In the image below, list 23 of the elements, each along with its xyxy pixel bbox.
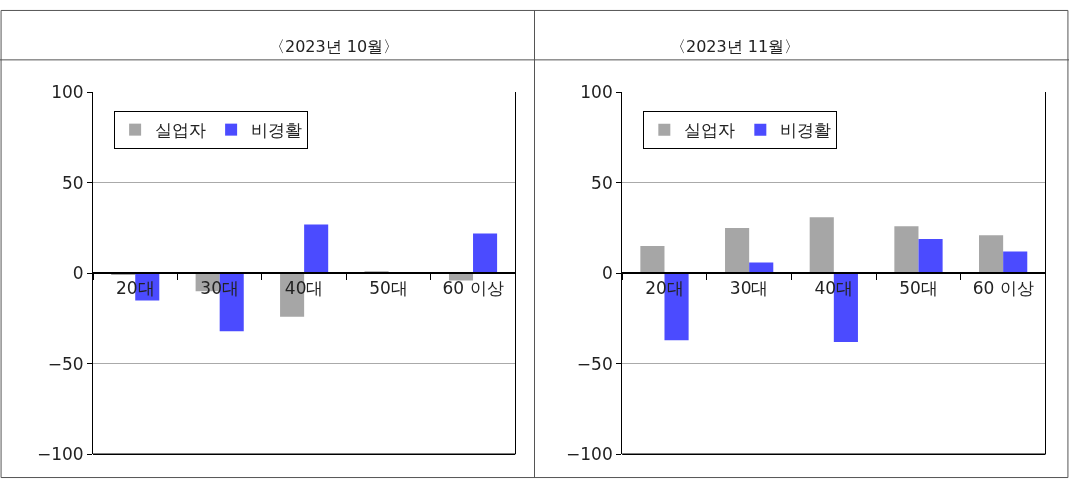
chart-title: 〈2023년 10월〉	[269, 37, 400, 56]
x-tick-label: 50대	[899, 278, 938, 299]
x-tick-label: 50대	[369, 278, 408, 299]
legend-label: 실업자	[155, 120, 207, 141]
y-tick-label: −50	[47, 353, 84, 374]
x-tick-label: 60 이상	[972, 278, 1034, 299]
chart-title: 〈2023년 11월〉	[670, 37, 801, 56]
x-tick-label: 30대	[729, 278, 769, 299]
y-tick-label: 100	[580, 82, 613, 103]
legend-label: 실업자	[684, 120, 736, 141]
y-tick-label: 50	[591, 172, 613, 193]
legend-label: 비경활	[780, 120, 832, 141]
x-tick-label: 20대	[115, 278, 155, 299]
x-tick-label: 60 이상	[442, 278, 504, 299]
y-tick-label: −100	[566, 444, 613, 465]
y-tick-label: −100	[36, 444, 84, 465]
y-tick-label: −50	[576, 353, 613, 374]
y-tick-label: 0	[601, 263, 613, 284]
x-tick-label: 30대	[200, 278, 239, 299]
y-tick-label: 50	[61, 172, 84, 193]
y-tick-label: 100	[51, 82, 84, 103]
legend-label: 비경활	[251, 120, 303, 141]
y-tick-label: 0	[72, 263, 84, 284]
